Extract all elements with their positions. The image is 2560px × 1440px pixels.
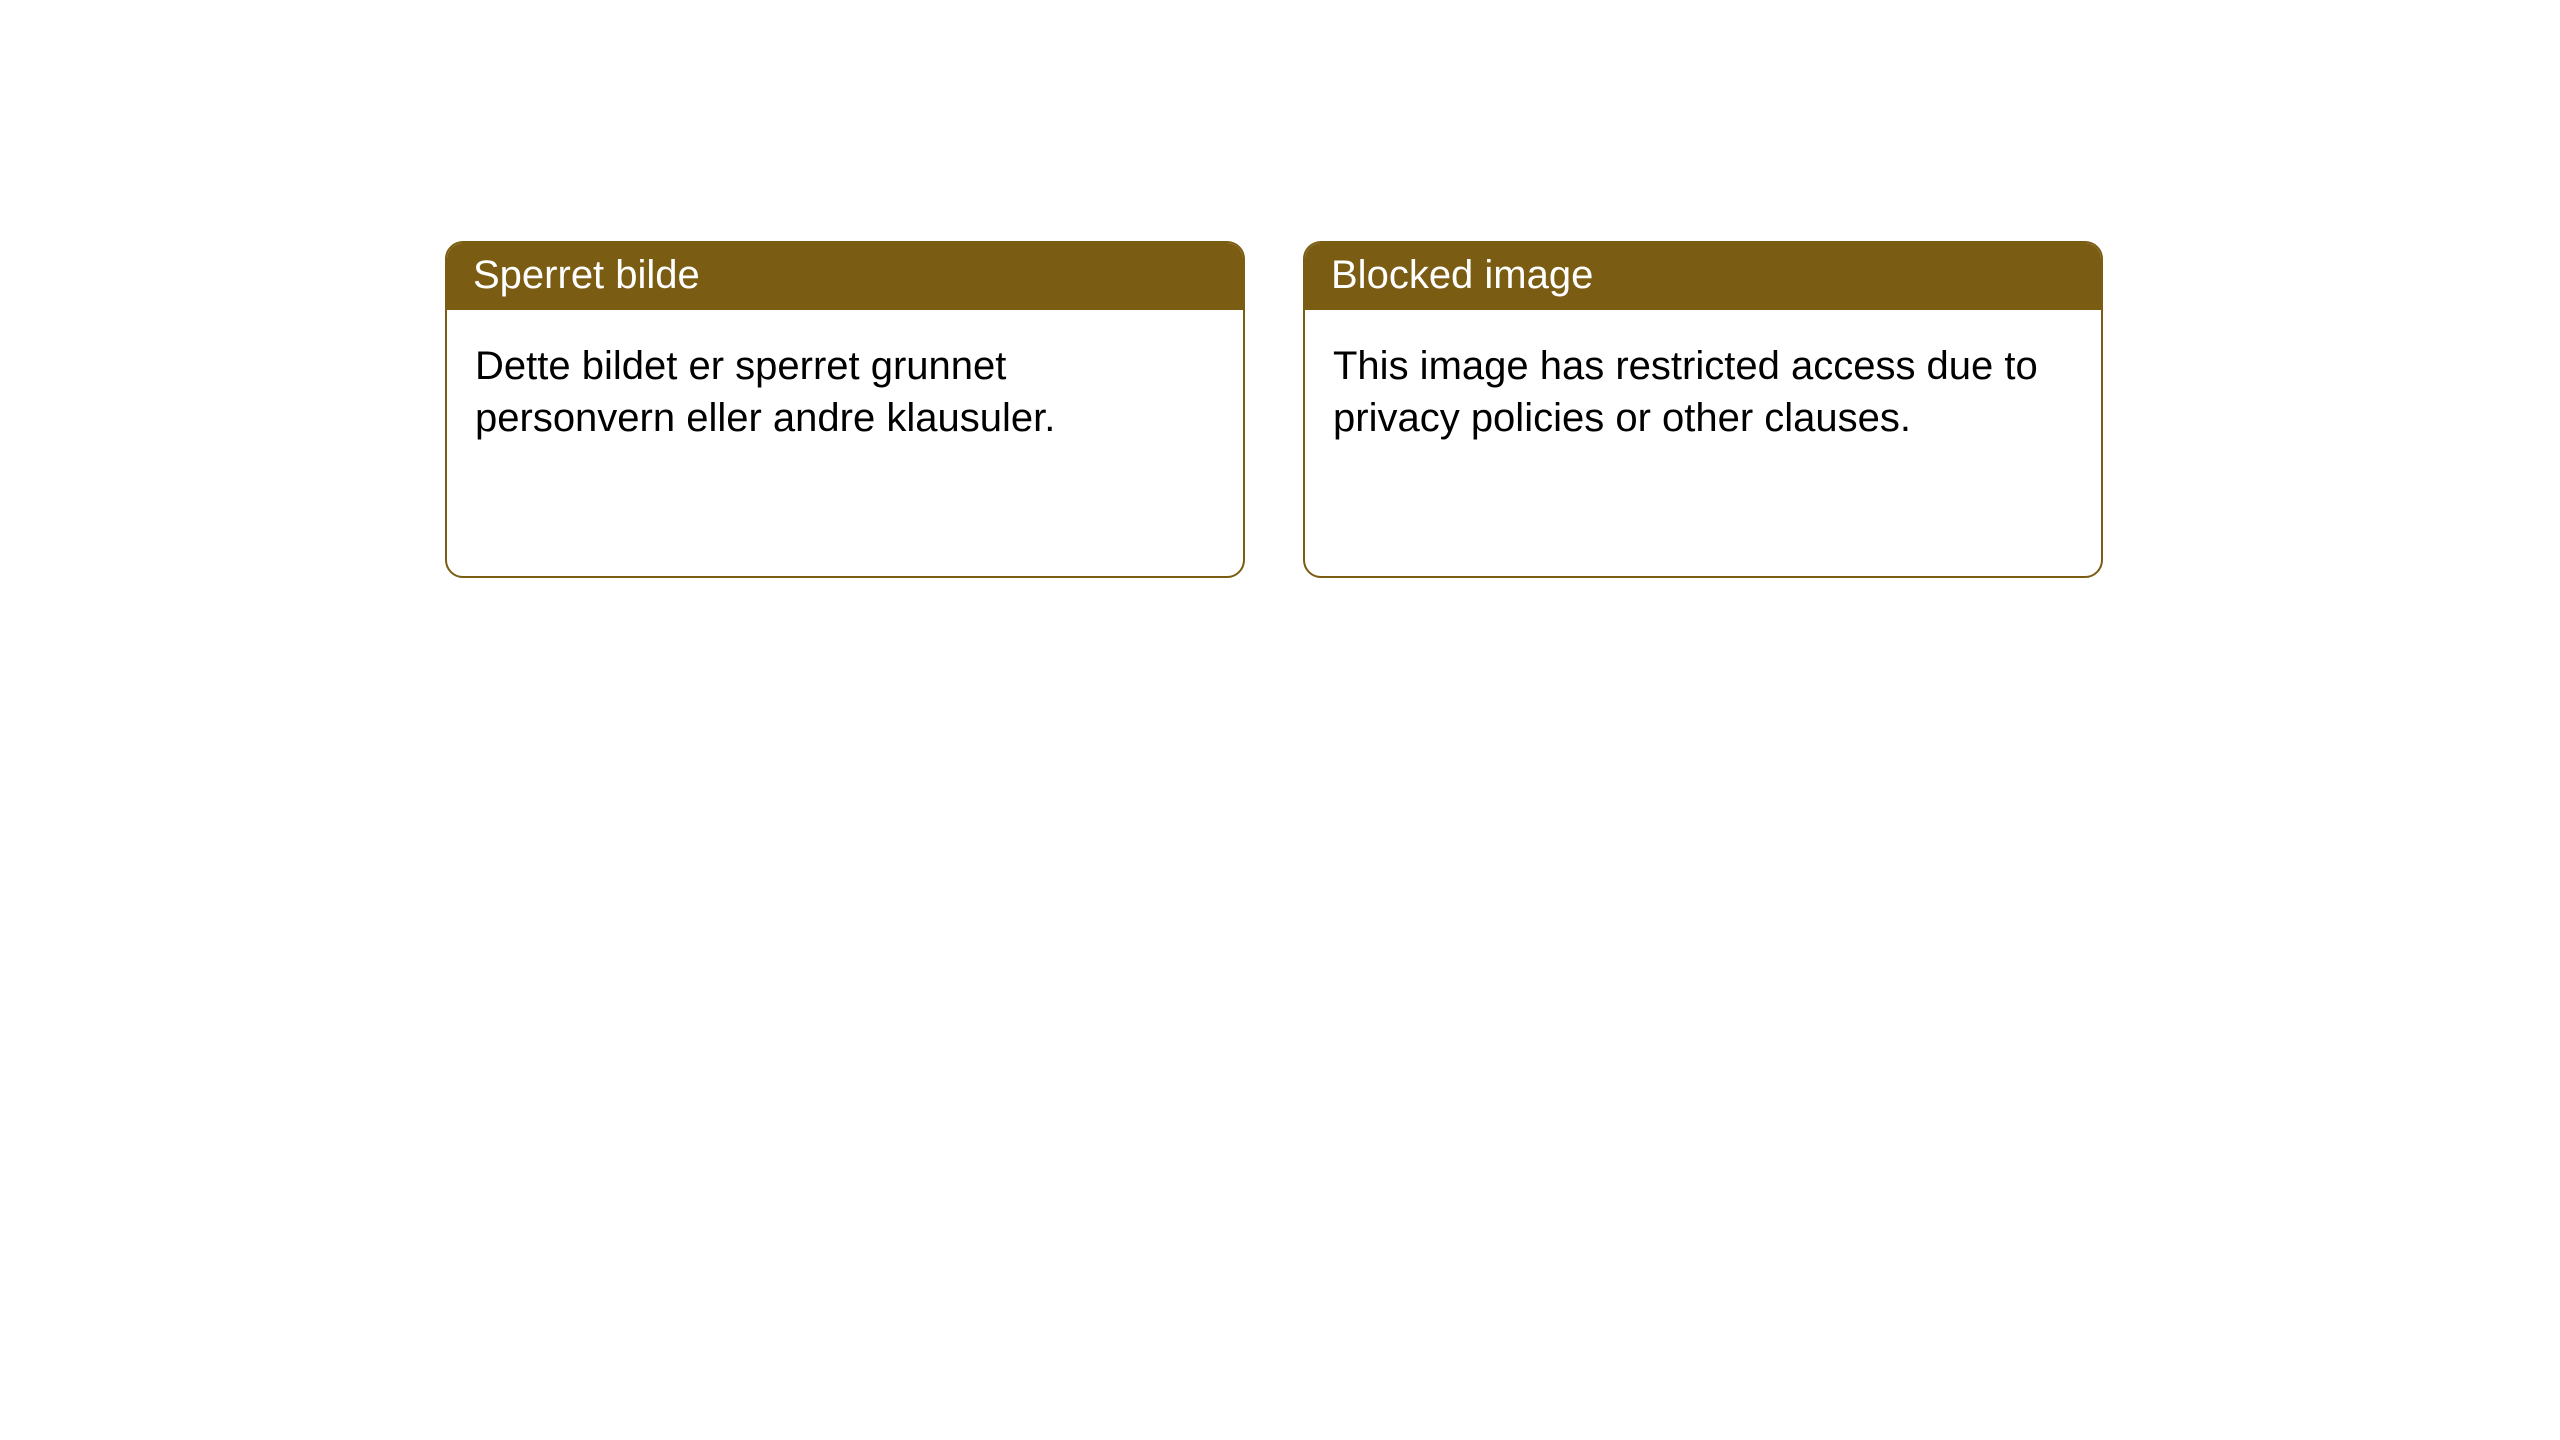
card-norwegian: Sperret bilde Dette bildet er sperret gr… [445,241,1245,578]
card-title-english: Blocked image [1331,253,1593,297]
card-title-norwegian: Sperret bilde [473,253,700,297]
card-body-english: This image has restricted access due to … [1305,310,2101,474]
card-header-norwegian: Sperret bilde [447,243,1243,310]
card-header-english: Blocked image [1305,243,2101,310]
card-english: Blocked image This image has restricted … [1303,241,2103,578]
cards-container: Sperret bilde Dette bildet er sperret gr… [0,0,2560,578]
card-message-norwegian: Dette bildet er sperret grunnet personve… [475,344,1055,440]
card-body-norwegian: Dette bildet er sperret grunnet personve… [447,310,1243,474]
card-message-english: This image has restricted access due to … [1333,344,2038,440]
